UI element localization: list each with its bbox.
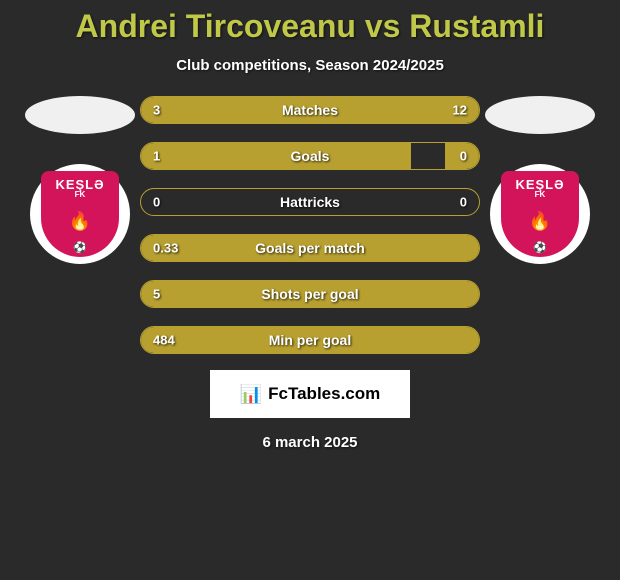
- player-left-avatar: [25, 96, 135, 134]
- bar-label: Min per goal: [269, 332, 351, 348]
- stat-bar-row: 484 Min per goal: [140, 326, 480, 354]
- bar-label: Goals per match: [255, 240, 365, 256]
- bar-value-right: 0: [460, 195, 467, 210]
- page-title: Andrei Tircoveanu vs Rustamli: [0, 0, 620, 45]
- stat-bar-row: 0.33 Goals per match: [140, 234, 480, 262]
- club-shield-icon: KEŞLƏ FK 🔥 ⚽: [501, 171, 579, 257]
- date-text: 6 march 2025: [0, 434, 620, 451]
- player-right-club-logo: KEŞLƏ FK 🔥 ⚽: [490, 164, 590, 264]
- club-shield-icon: KEŞLƏ FK 🔥 ⚽: [41, 171, 119, 257]
- page-subtitle: Club competitions, Season 2024/2025: [0, 57, 620, 74]
- soccer-ball-icon: ⚽: [533, 241, 547, 254]
- bar-value-right: 0: [460, 149, 467, 164]
- stat-bar-row: 3 Matches 12: [140, 96, 480, 124]
- bar-fill-left: [141, 97, 209, 123]
- club-sub: FK: [75, 190, 86, 199]
- club-emblem-icon: 🔥: [62, 203, 98, 239]
- player-left-club-logo: KEŞLƏ FK 🔥 ⚽: [30, 164, 130, 264]
- stat-bar-row: 0 Hattricks 0: [140, 188, 480, 216]
- player-right-side: KEŞLƏ FK 🔥 ⚽: [480, 96, 600, 264]
- bar-value-left: 0: [153, 195, 160, 210]
- bar-label: Matches: [282, 102, 338, 118]
- bar-fill-right: [209, 97, 479, 123]
- bar-label: Shots per goal: [261, 286, 358, 302]
- bar-label: Hattricks: [280, 194, 340, 210]
- stat-bar-row: 5 Shots per goal: [140, 280, 480, 308]
- player-left-side: KEŞLƏ FK 🔥 ⚽: [20, 96, 140, 264]
- bar-label: Goals: [291, 148, 330, 164]
- club-emblem-icon: 🔥: [522, 203, 558, 239]
- soccer-ball-icon: ⚽: [73, 241, 87, 254]
- chart-icon: 📊: [240, 384, 262, 405]
- player-right-avatar: [485, 96, 595, 134]
- comparison-main: KEŞLƏ FK 🔥 ⚽ 3 Matches 12 1 Goals 0 0 Hattricks…: [0, 96, 620, 354]
- bar-fill-left: [141, 143, 411, 169]
- bar-value-right: 12: [453, 103, 467, 118]
- bar-value-left: 3: [153, 103, 160, 118]
- stats-bars: 3 Matches 12 1 Goals 0 0 Hattricks 0 0.33 Goals pe…: [140, 96, 480, 354]
- brand-badge[interactable]: 📊 FcTables.com: [210, 370, 410, 418]
- bar-value-left: 1: [153, 149, 160, 164]
- bar-value-left: 0.33: [153, 241, 178, 256]
- brand-text: FcTables.com: [268, 384, 380, 404]
- stat-bar-row: 1 Goals 0: [140, 142, 480, 170]
- club-sub: FK: [535, 190, 546, 199]
- bar-value-left: 484: [153, 333, 175, 348]
- bar-value-left: 5: [153, 287, 160, 302]
